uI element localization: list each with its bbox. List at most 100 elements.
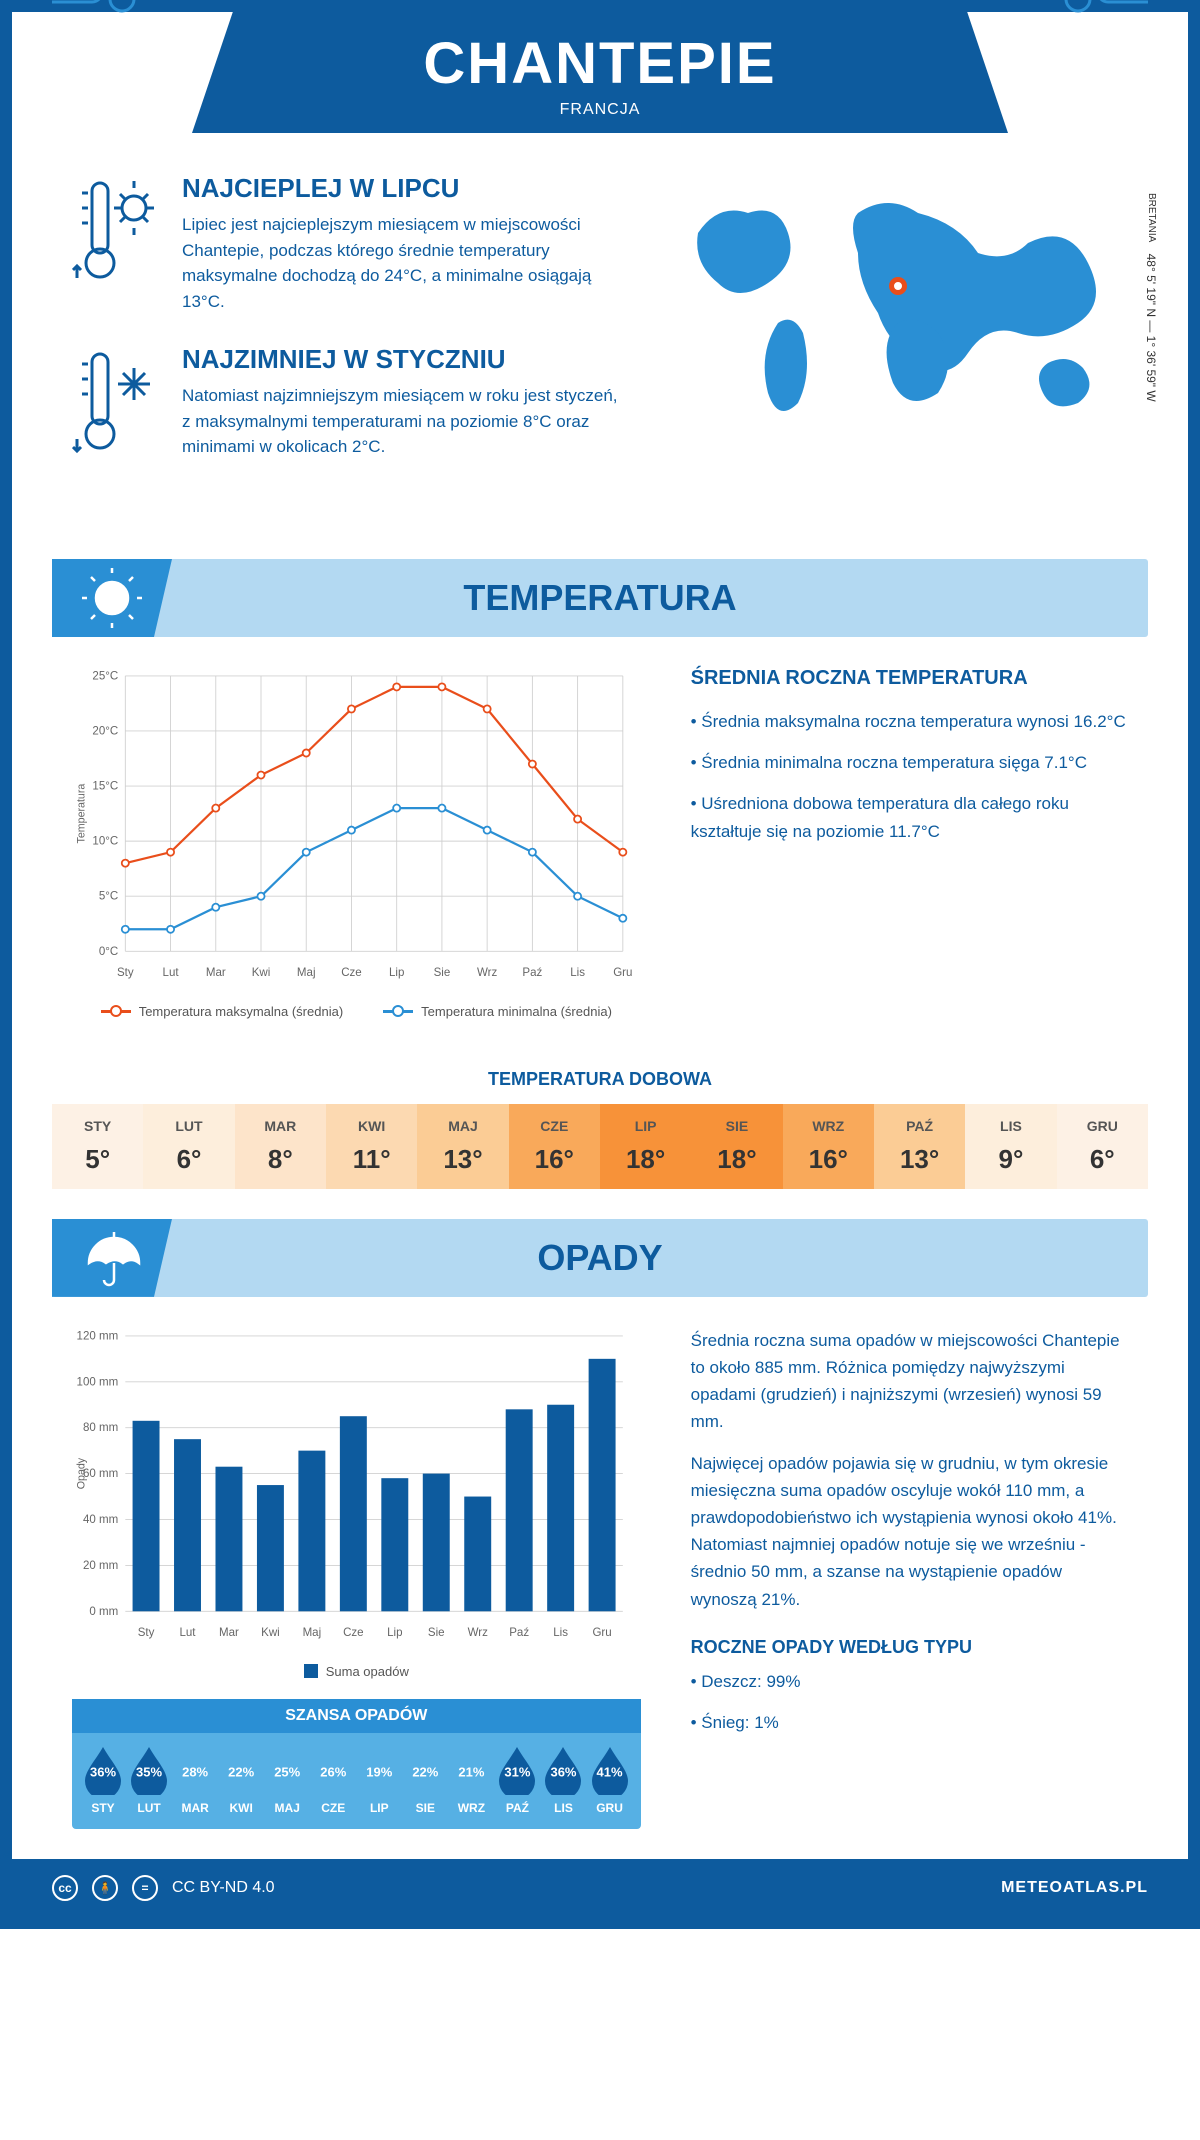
svg-text:5°C: 5°C bbox=[99, 891, 118, 903]
svg-text:Lip: Lip bbox=[389, 967, 404, 979]
svg-text:Mar: Mar bbox=[206, 967, 226, 979]
daily-cell: STY 5° bbox=[52, 1104, 143, 1189]
svg-text:Paź: Paź bbox=[522, 967, 542, 979]
chance-drop: 25% MAJ bbox=[264, 1745, 310, 1815]
svg-text:10°C: 10°C bbox=[92, 836, 118, 848]
umbrella-icon bbox=[52, 1219, 172, 1297]
nd-icon: = bbox=[132, 1875, 158, 1901]
daily-cell: CZE 16° bbox=[509, 1104, 600, 1189]
footer: cc 🧍 = CC BY-ND 4.0 METEOATLAS.PL bbox=[12, 1859, 1188, 1917]
region-label: BRETANIA bbox=[1146, 193, 1157, 242]
legend-rain: Suma opadów bbox=[304, 1664, 409, 1679]
svg-text:Cze: Cze bbox=[343, 1627, 364, 1639]
svg-text:40 mm: 40 mm bbox=[83, 1514, 118, 1526]
svg-text:Temperatura: Temperatura bbox=[75, 784, 87, 844]
svg-text:25°C: 25°C bbox=[92, 670, 118, 682]
coldest-fact: NAJZIMNIEJ W STYCZNIU Natomiast najzimni… bbox=[72, 344, 628, 469]
rain-type: • Deszcz: 99% bbox=[691, 1668, 1128, 1695]
svg-text:Gru: Gru bbox=[592, 1627, 611, 1639]
wind-icon bbox=[42, 0, 162, 32]
rain-types-title: ROCZNE OPADY WEDŁUG TYPU bbox=[691, 1637, 1128, 1658]
license-text: CC BY-ND 4.0 bbox=[172, 1879, 275, 1897]
svg-text:80 mm: 80 mm bbox=[83, 1422, 118, 1434]
chance-drop: 21% WRZ bbox=[448, 1745, 494, 1815]
summary-title: ŚREDNIA ROCZNA TEMPERATURA bbox=[691, 667, 1128, 690]
thermometer-snow-icon bbox=[72, 344, 162, 469]
svg-text:Mar: Mar bbox=[219, 1627, 239, 1639]
rain-text-1: Średnia roczna suma opadów w miejscowośc… bbox=[691, 1327, 1128, 1436]
section-title: OPADY bbox=[537, 1237, 662, 1278]
world-map: BRETANIA 48° 5' 19" N — 1° 36' 59" W bbox=[668, 173, 1128, 499]
svg-text:Maj: Maj bbox=[297, 967, 316, 979]
svg-text:20 mm: 20 mm bbox=[83, 1560, 118, 1572]
legend-min: Temperatura minimalna (średnia) bbox=[383, 1004, 612, 1019]
temperature-chart: 0°C5°C10°C15°C20°C25°CStyLutMarKwiMajCze… bbox=[72, 667, 641, 1019]
chance-drop: 19% LIP bbox=[356, 1745, 402, 1815]
temperature-section-header: TEMPERATURA bbox=[52, 559, 1148, 637]
temperature-summary: ŚREDNIA ROCZNA TEMPERATURA • Średnia mak… bbox=[691, 667, 1128, 1019]
city-title: CHANTEPIE bbox=[192, 30, 1008, 97]
chance-drop: 22% SIE bbox=[402, 1745, 448, 1815]
svg-text:0°C: 0°C bbox=[99, 946, 118, 958]
chance-drop: 36% STY bbox=[80, 1745, 126, 1815]
svg-text:Sty: Sty bbox=[138, 1627, 155, 1639]
daily-cell: KWI 11° bbox=[326, 1104, 417, 1189]
rain-type: • Śnieg: 1% bbox=[691, 1709, 1128, 1736]
rain-section-header: OPADY bbox=[52, 1219, 1148, 1297]
chance-drop: 41% GRU bbox=[587, 1745, 633, 1815]
coordinates: BRETANIA 48° 5' 19" N — 1° 36' 59" W bbox=[1144, 193, 1158, 402]
svg-text:Paź: Paź bbox=[509, 1627, 529, 1639]
svg-text:Wrz: Wrz bbox=[468, 1627, 489, 1639]
hottest-fact: NAJCIEPLEJ W LIPCU Lipiec jest najcieple… bbox=[72, 173, 628, 314]
daily-cell: MAR 8° bbox=[235, 1104, 326, 1189]
svg-text:0 mm: 0 mm bbox=[89, 1606, 118, 1618]
svg-text:Lis: Lis bbox=[570, 967, 585, 979]
thermometer-sun-icon bbox=[72, 173, 162, 314]
daily-cell: PAŹ 13° bbox=[874, 1104, 965, 1189]
coords-value: 48° 5' 19" N — 1° 36' 59" W bbox=[1144, 254, 1158, 402]
rain-summary: Średnia roczna suma opadów w miejscowośc… bbox=[691, 1327, 1128, 1829]
daily-temp-title: TEMPERATURA DOBOWA bbox=[12, 1069, 1188, 1090]
svg-text:Kwi: Kwi bbox=[261, 1627, 280, 1639]
svg-text:Lip: Lip bbox=[387, 1627, 402, 1639]
wind-icon bbox=[1038, 0, 1158, 32]
title-banner: CHANTEPIE FRANCJA bbox=[192, 12, 1008, 133]
daily-temp-table: STY 5° LUT 6° MAR 8° KWI 11° MAJ 13° CZE… bbox=[52, 1104, 1148, 1189]
daily-cell: LIP 18° bbox=[600, 1104, 691, 1189]
legend-max: Temperatura maksymalna (średnia) bbox=[101, 1004, 343, 1019]
coldest-text: Natomiast najzimniejszym miesiącem w rok… bbox=[182, 383, 628, 460]
section-title: TEMPERATURA bbox=[463, 577, 736, 618]
chance-drop: 35% LUT bbox=[126, 1745, 172, 1815]
hottest-text: Lipiec jest najcieplejszym miesiącem w m… bbox=[182, 212, 628, 314]
rain-chart: 0 mm20 mm40 mm60 mm80 mm100 mm120 mmStyL… bbox=[72, 1327, 641, 1829]
summary-bullet: • Uśredniona dobowa temperatura dla całe… bbox=[691, 790, 1128, 844]
daily-cell: LIS 9° bbox=[965, 1104, 1056, 1189]
chance-drop: 36% LIS bbox=[540, 1745, 586, 1815]
svg-text:60 mm: 60 mm bbox=[83, 1468, 118, 1480]
daily-cell: WRZ 16° bbox=[783, 1104, 874, 1189]
svg-text:Lut: Lut bbox=[179, 1627, 196, 1639]
hottest-title: NAJCIEPLEJ W LIPCU bbox=[182, 173, 628, 204]
summary-bullet: • Średnia minimalna roczna temperatura s… bbox=[691, 749, 1128, 776]
svg-text:Sty: Sty bbox=[117, 967, 134, 979]
chance-drop: 26% CZE bbox=[310, 1745, 356, 1815]
chance-drop: 22% KWI bbox=[218, 1745, 264, 1815]
svg-text:Gru: Gru bbox=[613, 967, 632, 979]
daily-cell: LUT 6° bbox=[143, 1104, 234, 1189]
chance-drop: 28% MAR bbox=[172, 1745, 218, 1815]
country-subtitle: FRANCJA bbox=[192, 101, 1008, 119]
daily-cell: MAJ 13° bbox=[417, 1104, 508, 1189]
svg-text:Kwi: Kwi bbox=[252, 967, 271, 979]
svg-text:Lut: Lut bbox=[163, 967, 180, 979]
daily-cell: GRU 6° bbox=[1057, 1104, 1148, 1189]
svg-text:Wrz: Wrz bbox=[477, 967, 498, 979]
svg-text:20°C: 20°C bbox=[92, 726, 118, 738]
svg-text:Opady: Opady bbox=[75, 1457, 87, 1489]
svg-text:Sie: Sie bbox=[428, 1627, 445, 1639]
chance-title: SZANSA OPADÓW bbox=[72, 1699, 641, 1733]
svg-text:Maj: Maj bbox=[303, 1627, 322, 1639]
svg-text:120 mm: 120 mm bbox=[77, 1330, 119, 1342]
svg-text:Sie: Sie bbox=[434, 967, 451, 979]
sun-icon bbox=[52, 559, 172, 637]
svg-text:Lis: Lis bbox=[553, 1627, 568, 1639]
